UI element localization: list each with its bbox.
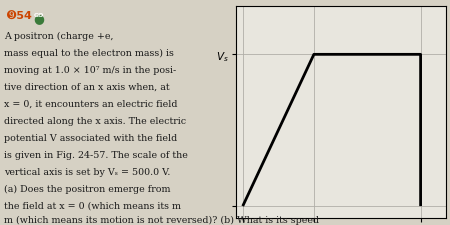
- Text: ●: ●: [33, 12, 44, 25]
- Text: the field at x = 0 (which means its m: the field at x = 0 (which means its m: [4, 201, 181, 210]
- Text: ➒54: ➒54: [7, 12, 32, 22]
- Text: vertical axis is set by Vₛ = 500.0 V.: vertical axis is set by Vₛ = 500.0 V.: [4, 167, 171, 176]
- Text: moving at 1.0 × 10⁷ m/s in the posi-: moving at 1.0 × 10⁷ m/s in the posi-: [4, 65, 177, 74]
- Text: directed along the x axis. The electric: directed along the x axis. The electric: [4, 116, 187, 125]
- Text: tive direction of an x axis when, at: tive direction of an x axis when, at: [4, 82, 170, 91]
- Text: mass equal to the electron mass) is: mass equal to the electron mass) is: [4, 48, 175, 58]
- Text: potential V associated with the field: potential V associated with the field: [4, 133, 178, 142]
- Text: m (which means its motion is not reversed)? (b) What is its speed: m (which means its motion is not reverse…: [4, 215, 320, 224]
- Text: A positron (charge +e,: A positron (charge +e,: [4, 32, 114, 40]
- Text: is given in Fig. 24-57. The scale of the: is given in Fig. 24-57. The scale of the: [4, 150, 189, 159]
- Text: GO: GO: [34, 13, 44, 18]
- Text: (a) Does the positron emerge from: (a) Does the positron emerge from: [4, 184, 171, 193]
- Text: x = 0, it encounters an electric field: x = 0, it encounters an electric field: [4, 99, 178, 108]
